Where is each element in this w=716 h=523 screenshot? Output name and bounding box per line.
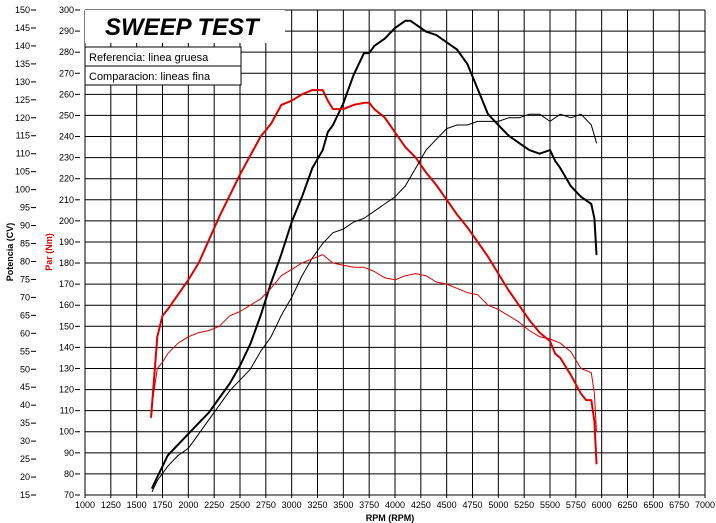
power-tick-label: 40	[20, 400, 30, 410]
x-tick-label: 3750	[359, 500, 379, 510]
torque-tick-label: 240	[59, 132, 74, 142]
x-tick-label: 4000	[385, 500, 405, 510]
torque-tick-label: 250	[59, 110, 74, 120]
torque-tick-label: 160	[59, 300, 74, 310]
power-tick-label: 80	[20, 256, 30, 266]
x-tick-label: 6250	[617, 500, 637, 510]
power-tick-label: 140	[15, 41, 30, 51]
power-tick-label: 115	[16, 131, 30, 141]
title-box	[85, 10, 285, 43]
chart-title: SWEEP TEST	[105, 14, 261, 41]
torque-tick-label: 150	[59, 321, 74, 331]
x-tick-label: 3000	[282, 500, 302, 510]
torque-axis-ticks: 70 80 90 100 110 120 130 140 150 160 170 180 190 200 2…	[59, 5, 80, 500]
power-tick-label: 50	[20, 364, 30, 374]
torque-tick-label: 110	[60, 406, 74, 416]
power-tick-label: 75	[20, 274, 30, 284]
power-tick-label: 55	[20, 346, 30, 356]
torque-tick-label: 180	[59, 258, 74, 268]
x-tick-label: 3500	[333, 500, 353, 510]
torque-tick-label: 290	[59, 26, 74, 36]
power-tick-label: 130	[15, 77, 30, 87]
torque-tick-label: 280	[59, 47, 74, 57]
torque-tick-label: 200	[59, 216, 74, 226]
power-tick-label: 65	[20, 310, 30, 320]
power-tick-label: 120	[15, 113, 30, 123]
power-tick-label: 105	[15, 167, 30, 177]
power-tick-label: 15	[20, 490, 30, 500]
power-tick-label: 85	[20, 239, 30, 249]
x-tick-label: 4250	[411, 500, 431, 510]
torque-tick-label: 70	[64, 490, 74, 500]
series-line-3	[151, 113, 597, 492]
power-tick-label: 125	[15, 95, 30, 105]
x-tick-label: 2250	[204, 500, 224, 510]
x-tick-label: 5500	[540, 500, 560, 510]
series-line-4	[150, 254, 597, 433]
power-tick-label: 70	[20, 292, 30, 302]
torque-tick-label: 80	[64, 469, 74, 479]
x-tick-label: 1750	[152, 500, 172, 510]
torque-tick-label: 190	[59, 237, 74, 247]
x-tick-label: 1000	[75, 500, 95, 510]
x-tick-label: 6000	[592, 500, 612, 510]
x-tick-label: 1500	[127, 500, 147, 510]
y-axis-title-power: Potencia (CV)	[5, 223, 15, 282]
x-axis-title: RPM (RPM)	[366, 513, 415, 523]
x-tick-label: 7000	[695, 500, 715, 510]
torque-tick-label: 220	[59, 174, 74, 184]
power-tick-label: 45	[20, 382, 30, 392]
x-tick-label: 3250	[307, 500, 327, 510]
torque-tick-label: 230	[59, 153, 74, 163]
y-axis-title-torque: Par (Nm)	[44, 233, 54, 271]
x-tick-label: 1250	[101, 500, 121, 510]
x-tick-label: 5750	[566, 500, 586, 510]
torque-tick-label: 130	[59, 363, 74, 373]
x-tick-label: 2500	[230, 500, 250, 510]
power-tick-label: 35	[20, 418, 30, 428]
power-tick-label: 110	[16, 149, 30, 159]
power-axis-ticks: 15 20 25 30 35 40 45 50 55 60 65 70 75 80 85 90 95 100 105…	[15, 5, 36, 500]
series-layer	[150, 19, 598, 492]
x-tick-label: 4500	[437, 500, 457, 510]
power-tick-label: 95	[20, 203, 30, 213]
x-tick-label: 2750	[256, 500, 276, 510]
power-tick-label: 25	[20, 454, 30, 464]
torque-tick-label: 260	[59, 89, 74, 99]
torque-tick-label: 210	[59, 195, 74, 205]
torque-tick-label: 100	[59, 427, 74, 437]
power-tick-label: 60	[20, 328, 30, 338]
torque-tick-label: 270	[59, 68, 74, 78]
x-tick-label: 4750	[462, 500, 482, 510]
power-tick-label: 20	[20, 472, 30, 482]
torque-tick-label: 300	[59, 5, 74, 15]
power-tick-label: 100	[15, 185, 30, 195]
series-line-1	[151, 19, 598, 489]
x-tick-label: 5000	[488, 500, 508, 510]
power-tick-label: 135	[15, 59, 30, 69]
torque-tick-label: 170	[59, 279, 74, 289]
torque-tick-label: 140	[59, 342, 74, 352]
legend-comparison: Comparacion: lineas fina	[89, 71, 211, 83]
torque-tick-label: 120	[59, 385, 74, 395]
power-tick-label: 30	[20, 436, 30, 446]
x-tick-label: 5250	[514, 500, 534, 510]
x-tick-label: 6750	[669, 500, 689, 510]
grid	[84, 9, 706, 496]
power-tick-label: 90	[20, 221, 30, 231]
x-tick-label: 6500	[643, 500, 663, 510]
power-tick-label: 145	[15, 23, 30, 33]
x-tick-label: 2000	[178, 500, 198, 510]
legend-reference: Referencia: linea gruesa	[89, 52, 209, 64]
torque-tick-label: 90	[64, 448, 74, 458]
power-tick-label: 150	[15, 5, 30, 15]
rpm-axis-ticks: 1000 1250 1500 1750 2000 2250 2500 2750 3000 3250…	[75, 495, 715, 510]
